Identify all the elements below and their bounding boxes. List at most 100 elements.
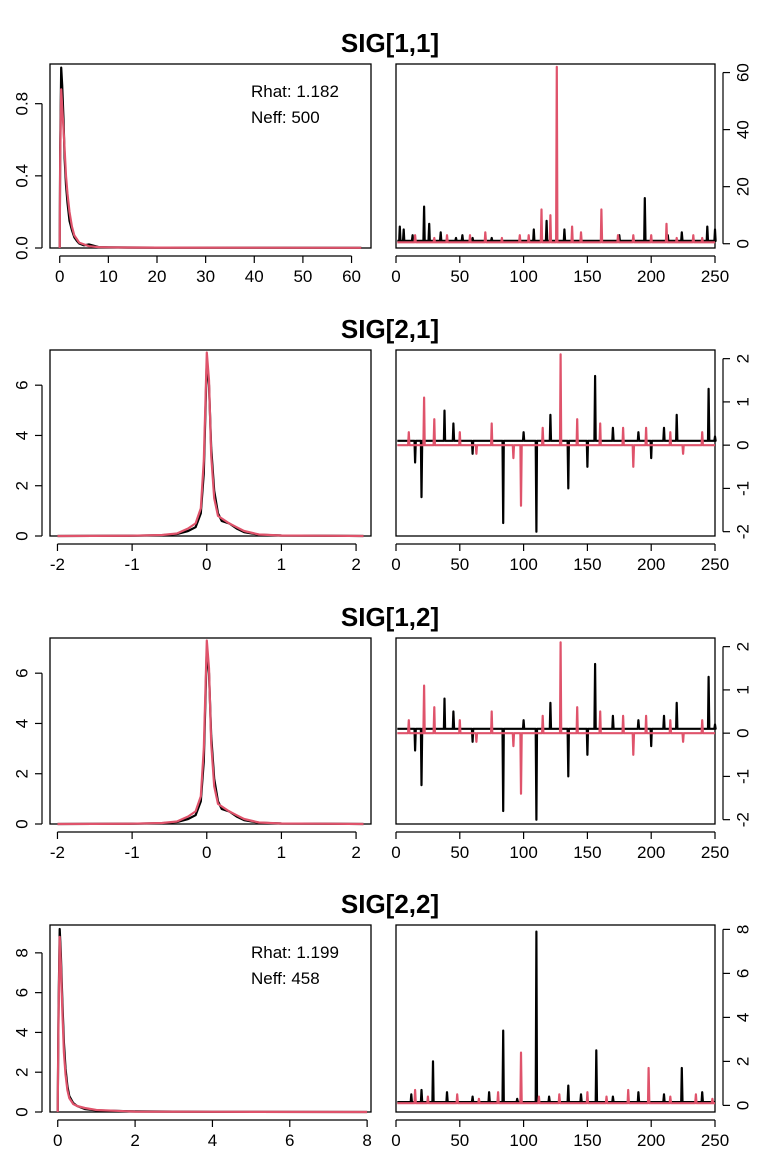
plot-frame <box>395 637 716 825</box>
x-tick-label: 150 <box>573 267 601 286</box>
y-tick-label: 4 <box>13 431 32 440</box>
density-plot: 0 2 4 6 8 0 2 4 6 8 Rhat: 1.199 Neff: 458 <box>13 924 372 1150</box>
x-tick-label: 2 <box>351 843 360 862</box>
panel-row-3: SIG[1,2] -2 -1 0 1 2 0 2 4 6 0 50 100 150 200 250 -2 -1 0 1… <box>13 602 753 862</box>
x-tick-label: 30 <box>196 267 215 286</box>
y-tick-label: 6 <box>13 988 32 997</box>
y-tick-label: 8 <box>734 925 753 934</box>
density-line-chain-2 <box>57 639 364 826</box>
panel-title: SIG[1,1] <box>341 28 439 58</box>
trace-line-chain-2 <box>397 1051 715 1105</box>
y-tick-label: 2 <box>734 1057 753 1066</box>
density-plot: 0 10 20 30 40 50 60 0.0 0.4 0.8 Rhat: 1.182 Neff: 5… <box>13 63 372 286</box>
y-tick-label: 0.0 <box>13 236 32 260</box>
diagnostic-annotation: Rhat: 1.182 <box>251 82 339 101</box>
x-tick-label: 150 <box>573 1131 601 1150</box>
y-tick-label: 6 <box>13 668 32 677</box>
density-plot: -2 -1 0 1 2 0 2 4 6 <box>13 349 372 574</box>
panel-title: SIG[2,1] <box>341 314 439 344</box>
x-tick-label: 0 <box>53 1131 62 1150</box>
y-tick-label: 0 <box>734 1101 753 1110</box>
x-tick-label: 150 <box>573 843 601 862</box>
density-plot: -2 -1 0 1 2 0 2 4 6 <box>13 637 372 862</box>
plot-frame <box>395 349 716 537</box>
plot-frame <box>395 924 716 1113</box>
x-tick-label: 2 <box>130 1131 139 1150</box>
x-tick-label: 10 <box>99 267 118 286</box>
y-tick-label: 0.8 <box>13 92 32 116</box>
x-tick-label: 50 <box>450 267 469 286</box>
y-tick-label: 4 <box>13 1028 32 1037</box>
panel-row-4: SIG[2,2] 0 2 4 6 8 0 2 4 6 8 Rhat: 1.199 Neff: 458 0 5… <box>13 889 753 1150</box>
trace-line-chain-1 <box>397 930 715 1104</box>
y-tick-label: -2 <box>734 524 753 539</box>
x-tick-label: 0 <box>202 555 211 574</box>
trace-line-chain-2 <box>397 65 715 244</box>
x-tick-label: 0 <box>391 267 400 286</box>
trace-line-chain-2 <box>397 641 715 795</box>
trace-plot: 0 50 100 150 200 250 0 2 4 6 8 <box>391 924 753 1150</box>
trace-plot: 0 50 100 150 200 250 -2 -1 0 1 2 <box>391 349 753 574</box>
diagnostic-annotation: Neff: 500 <box>251 108 320 127</box>
panel-row-1: SIG[1,1] 0 10 20 30 40 50 60 0.0 0.4 0.8 Rhat: 1.18… <box>13 28 753 286</box>
y-tick-label: 1 <box>734 685 753 694</box>
x-tick-label: 100 <box>509 843 537 862</box>
trace-plot: 0 50 100 150 200 250 -2 -1 0 1 2 <box>391 637 753 862</box>
x-tick-label: 250 <box>701 1131 729 1150</box>
x-tick-label: 200 <box>637 267 665 286</box>
x-tick-label: 20 <box>148 267 167 286</box>
panel-title: SIG[1,2] <box>341 602 439 632</box>
y-tick-label: -1 <box>734 769 753 784</box>
y-tick-label: 4 <box>734 1013 753 1022</box>
y-tick-label: 6 <box>734 969 753 978</box>
x-tick-label: 250 <box>701 267 729 286</box>
x-tick-label: -1 <box>125 843 140 862</box>
x-tick-label: 0 <box>202 843 211 862</box>
y-tick-label: 40 <box>734 120 753 139</box>
x-tick-label: 0 <box>391 555 400 574</box>
trace-plot: 0 50 100 150 200 250 0 20 40 60 <box>391 63 752 286</box>
x-tick-label: 50 <box>450 843 469 862</box>
y-tick-label: 0 <box>13 1107 32 1116</box>
x-tick-label: 200 <box>637 843 665 862</box>
x-tick-label: 100 <box>509 555 537 574</box>
density-line-chain-2 <box>56 935 368 1114</box>
x-tick-label: 2 <box>351 555 360 574</box>
x-tick-label: 1 <box>277 843 286 862</box>
y-tick-label: 0.4 <box>13 164 32 188</box>
y-tick-label: 2 <box>13 481 32 490</box>
trace-line-chain-1 <box>397 197 717 242</box>
x-tick-label: -2 <box>50 843 65 862</box>
y-tick-label: 0 <box>734 239 753 248</box>
x-tick-label: 8 <box>362 1131 371 1150</box>
x-tick-label: 250 <box>701 843 729 862</box>
plot-frame <box>49 349 372 537</box>
y-tick-label: 0 <box>13 819 32 828</box>
y-tick-label: 2 <box>13 1067 32 1076</box>
y-tick-label: 1 <box>734 397 753 406</box>
x-tick-label: 50 <box>450 1131 469 1150</box>
x-tick-label: 0 <box>391 1131 400 1150</box>
trace-line-chain-2 <box>397 353 715 507</box>
y-tick-label: 20 <box>734 177 753 196</box>
x-tick-label: 60 <box>342 267 361 286</box>
plot-frame <box>395 63 716 249</box>
panel-title: SIG[2,2] <box>341 889 439 919</box>
x-tick-label: -1 <box>125 555 140 574</box>
x-tick-label: 50 <box>293 267 312 286</box>
x-tick-label: 4 <box>208 1131 217 1150</box>
y-tick-label: 2 <box>734 354 753 363</box>
x-tick-label: 40 <box>245 267 264 286</box>
x-tick-label: 200 <box>637 1131 665 1150</box>
y-tick-label: 2 <box>734 642 753 651</box>
y-tick-label: 2 <box>13 769 32 778</box>
y-tick-label: 4 <box>13 719 32 728</box>
y-tick-label: 60 <box>734 63 753 82</box>
diagnostic-annotation: Neff: 458 <box>251 969 320 988</box>
y-tick-label: -1 <box>734 481 753 496</box>
plot-frame <box>49 637 372 825</box>
y-tick-label: 0 <box>734 728 753 737</box>
trace-line-chain-1 <box>397 662 717 821</box>
density-line-chain-2 <box>57 351 364 538</box>
